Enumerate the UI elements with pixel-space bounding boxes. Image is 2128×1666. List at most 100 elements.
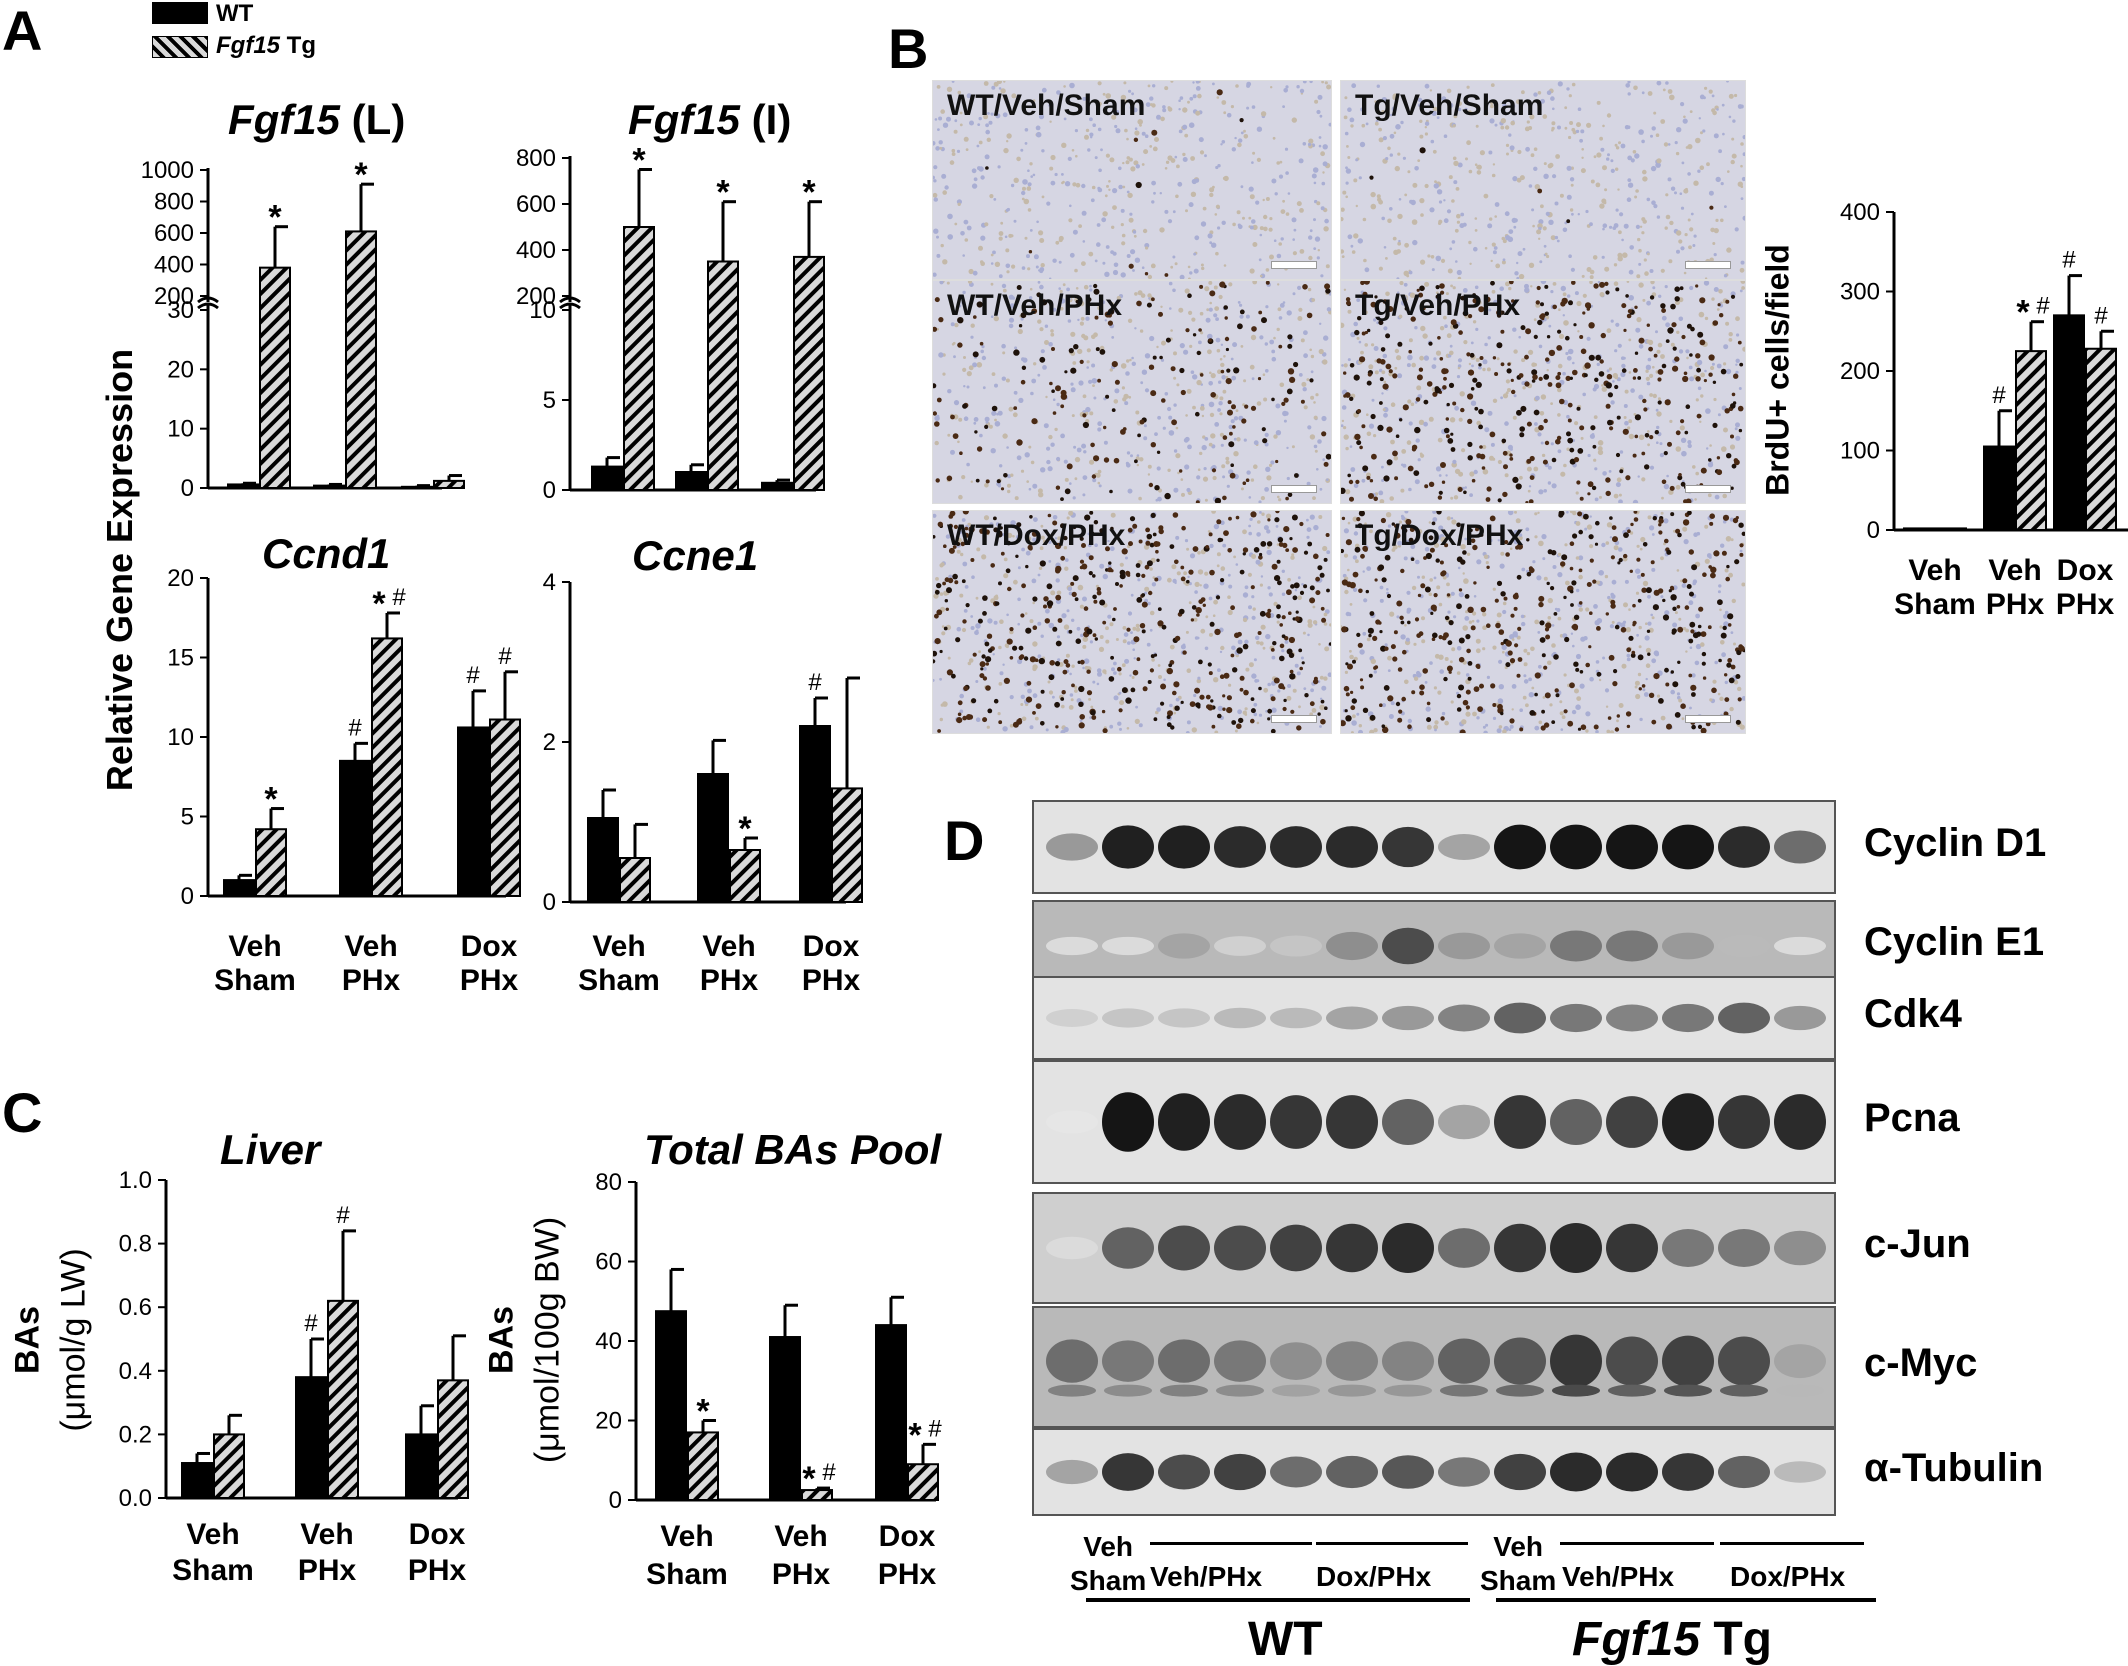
fgf15-liver-ytick-label: 600 <box>154 220 194 247</box>
micrograph-nucleus <box>1378 266 1383 271</box>
brdu-positive-nucleus <box>1539 620 1545 626</box>
micrograph-nucleus <box>1689 285 1694 291</box>
brdu-positive-nucleus <box>1728 677 1735 684</box>
micrograph-nucleus <box>1024 452 1030 458</box>
brdu-positive-nucleus <box>1179 367 1185 374</box>
micrograph-nucleus <box>1167 219 1173 224</box>
micrograph-nucleus <box>1364 267 1370 273</box>
micrograph-nucleus <box>983 114 989 120</box>
micrograph-nucleus <box>1586 122 1592 128</box>
ccnd1-ytick-label: 0 <box>181 883 194 910</box>
brdu-positive-nucleus <box>1666 723 1672 730</box>
micrograph-nucleus <box>1341 364 1344 367</box>
brdu-positive-nucleus <box>1478 408 1484 415</box>
brdu-positive-nucleus <box>1146 302 1152 308</box>
micrograph-nucleus <box>940 562 945 567</box>
micrograph-nucleus <box>949 529 954 533</box>
micrograph-nucleus <box>1720 640 1725 645</box>
micrograph-nucleus <box>1122 626 1127 630</box>
micrograph-nucleus <box>946 281 950 285</box>
micrograph-nucleus <box>1172 255 1176 259</box>
brdu-positive-nucleus <box>952 545 957 549</box>
brdu-positive-nucleus <box>1536 285 1541 291</box>
brdu-positive-nucleus <box>1475 381 1482 388</box>
micrograph-nucleus <box>1484 246 1488 250</box>
micrograph-nucleus <box>1195 86 1201 91</box>
micrograph-nucleus <box>1571 709 1577 715</box>
brdu-positive-nucleus <box>1606 373 1613 380</box>
micrograph-nucleus <box>1219 357 1223 361</box>
micrograph-nucleus <box>1209 412 1215 418</box>
brdu-positive-nucleus <box>1727 613 1734 620</box>
brdu-positive-nucleus <box>1557 329 1562 334</box>
micrograph-nucleus <box>1438 602 1443 607</box>
micrograph-nucleus <box>1382 136 1387 141</box>
micrograph-nucleus <box>1707 462 1714 468</box>
micrograph-nucleus <box>1457 276 1462 279</box>
micrograph-nucleus <box>1678 698 1683 703</box>
fgf15-ileum-bar-tg <box>707 260 739 491</box>
micrograph-nucleus <box>1557 616 1562 621</box>
brdu-positive-nucleus <box>1441 368 1448 375</box>
micrograph-nucleus <box>1217 668 1221 672</box>
brdu-positive-nucleus <box>1685 498 1692 503</box>
brdu-positive-nucleus <box>1737 340 1742 345</box>
brdu-positive-nucleus <box>1569 541 1575 546</box>
brdu-positive-nucleus <box>1571 281 1576 285</box>
blot-band-lower <box>1384 1384 1432 1397</box>
micrograph-nucleus <box>1663 483 1670 490</box>
micrograph-nucleus <box>1223 111 1227 115</box>
fgf15-liver-bar-tg <box>345 230 377 490</box>
micrograph-nucleus <box>1266 475 1272 481</box>
micrograph-nucleus <box>1048 104 1051 107</box>
micrograph-nucleus <box>1389 496 1394 501</box>
micrograph-nucleus <box>1717 692 1721 696</box>
brdu-positive-nucleus <box>963 532 970 538</box>
brdu-positive-nucleus <box>1517 626 1522 631</box>
micrograph-nucleus <box>1368 364 1374 370</box>
brdu-positive-nucleus <box>1612 681 1618 687</box>
micrograph-nucleus <box>1437 690 1442 695</box>
micrograph-nucleus <box>1619 212 1624 217</box>
brdu-positive-nucleus <box>1473 686 1480 692</box>
micrograph-nucleus <box>1496 612 1502 618</box>
micrograph-nucleus <box>1188 601 1192 605</box>
brdu-positive-nucleus <box>1605 612 1609 616</box>
ccne1-bar-tg <box>729 849 761 903</box>
micrograph-nucleus <box>1654 651 1660 657</box>
brdu-positive-nucleus <box>1172 690 1177 696</box>
micrograph-nucleus <box>1256 401 1262 406</box>
micrograph-nucleus <box>1259 335 1264 340</box>
micrograph-nucleus <box>1135 410 1140 415</box>
micrograph-nucleus <box>1217 226 1221 230</box>
micrograph-nucleus <box>1473 246 1478 252</box>
blot-band <box>1270 826 1322 868</box>
brdu-positive-nucleus <box>1495 622 1501 629</box>
micrograph-nucleus <box>1062 283 1066 287</box>
micrograph-nucleus <box>1003 147 1009 154</box>
micrograph-nucleus <box>1673 529 1676 533</box>
micrograph-nucleus <box>987 112 990 115</box>
micrograph-nucleus <box>1318 144 1322 148</box>
micrograph-nucleus <box>1157 496 1162 502</box>
micrograph-nucleus <box>1302 631 1306 635</box>
micrograph-nucleus <box>1510 103 1516 109</box>
micrograph-nucleus <box>1610 319 1614 323</box>
micrograph-nucleus <box>1614 143 1618 147</box>
brdu-positive-nucleus <box>1374 665 1379 669</box>
micrograph-nucleus <box>1439 669 1444 674</box>
micrograph-nucleus <box>1526 466 1532 472</box>
micrograph-nucleus <box>1578 574 1583 580</box>
brdu-sig-hash: # <box>2036 293 2050 320</box>
micrograph-nucleus <box>1017 328 1023 335</box>
brdu-positive-nucleus <box>1150 390 1157 397</box>
micrograph-nucleus <box>1134 257 1141 263</box>
micrograph-nucleus <box>966 225 972 231</box>
brdu-positive-nucleus <box>1208 671 1213 676</box>
micrograph-nucleus <box>1243 438 1247 442</box>
micrograph-nucleus <box>1643 692 1649 697</box>
micrograph-nucleus <box>1312 620 1318 625</box>
brdu-positive-nucleus <box>1320 606 1325 611</box>
brdu-positive-nucleus <box>1360 553 1365 559</box>
ccne1-bar-wt <box>697 773 729 903</box>
